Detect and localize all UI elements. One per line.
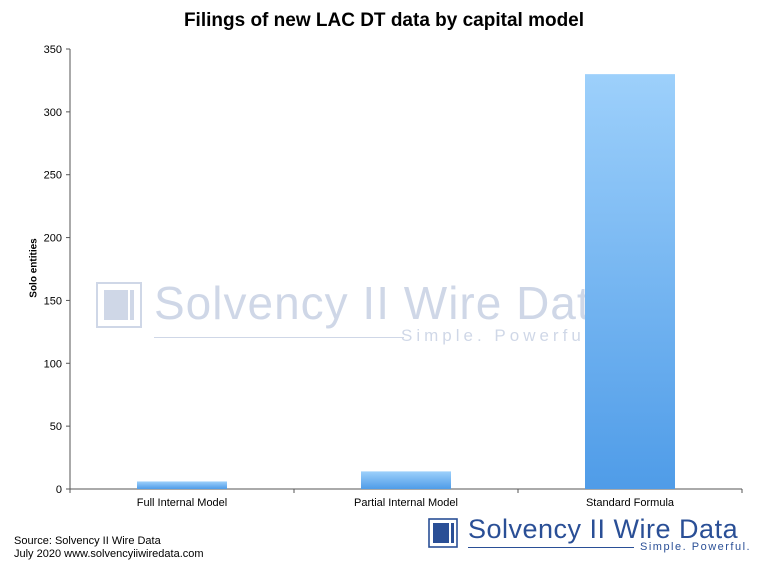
brand-logo-icon <box>428 518 458 548</box>
x-tick-label: Full Internal Model <box>137 497 228 509</box>
bar <box>361 471 451 489</box>
y-tick-label: 0 <box>56 484 62 496</box>
y-tick-label: 200 <box>44 233 62 245</box>
chart-bars <box>137 74 675 490</box>
x-tick-label: Standard Formula <box>586 497 675 509</box>
y-tick-label: 350 <box>44 44 62 56</box>
y-axis-label: Solo entities <box>28 238 40 298</box>
bar <box>137 481 227 489</box>
x-tick-label: Partial Internal Model <box>354 497 458 509</box>
chart-title: Filings of new LAC DT data by capital mo… <box>183 10 585 31</box>
source-line: Source: Solvency II Wire Data <box>14 535 161 547</box>
y-tick-label: 50 <box>50 421 62 433</box>
y-tick-label: 100 <box>44 358 62 370</box>
y-tick-label: 150 <box>44 295 62 307</box>
y-tick-label: 300 <box>44 107 62 119</box>
brand-rule <box>468 547 634 548</box>
brand-tagline: Simple. Powerful. <box>640 541 752 553</box>
brand-logo: Solvency II Wire Data Simple. Powerful. <box>428 514 752 562</box>
y-tick-label: 250 <box>44 170 62 182</box>
source-date-url: July 2020 www.solvencyiiwiredata.com <box>14 548 204 560</box>
brand-name: Solvency II Wire Data <box>468 514 739 544</box>
chart-ticks: 0 50 100 150 200 250 300 350 Full Internal Model… <box>44 44 743 509</box>
bar <box>585 74 675 490</box>
source-note: Source: Solvency II Wire Data July 2020 … <box>14 535 204 561</box>
